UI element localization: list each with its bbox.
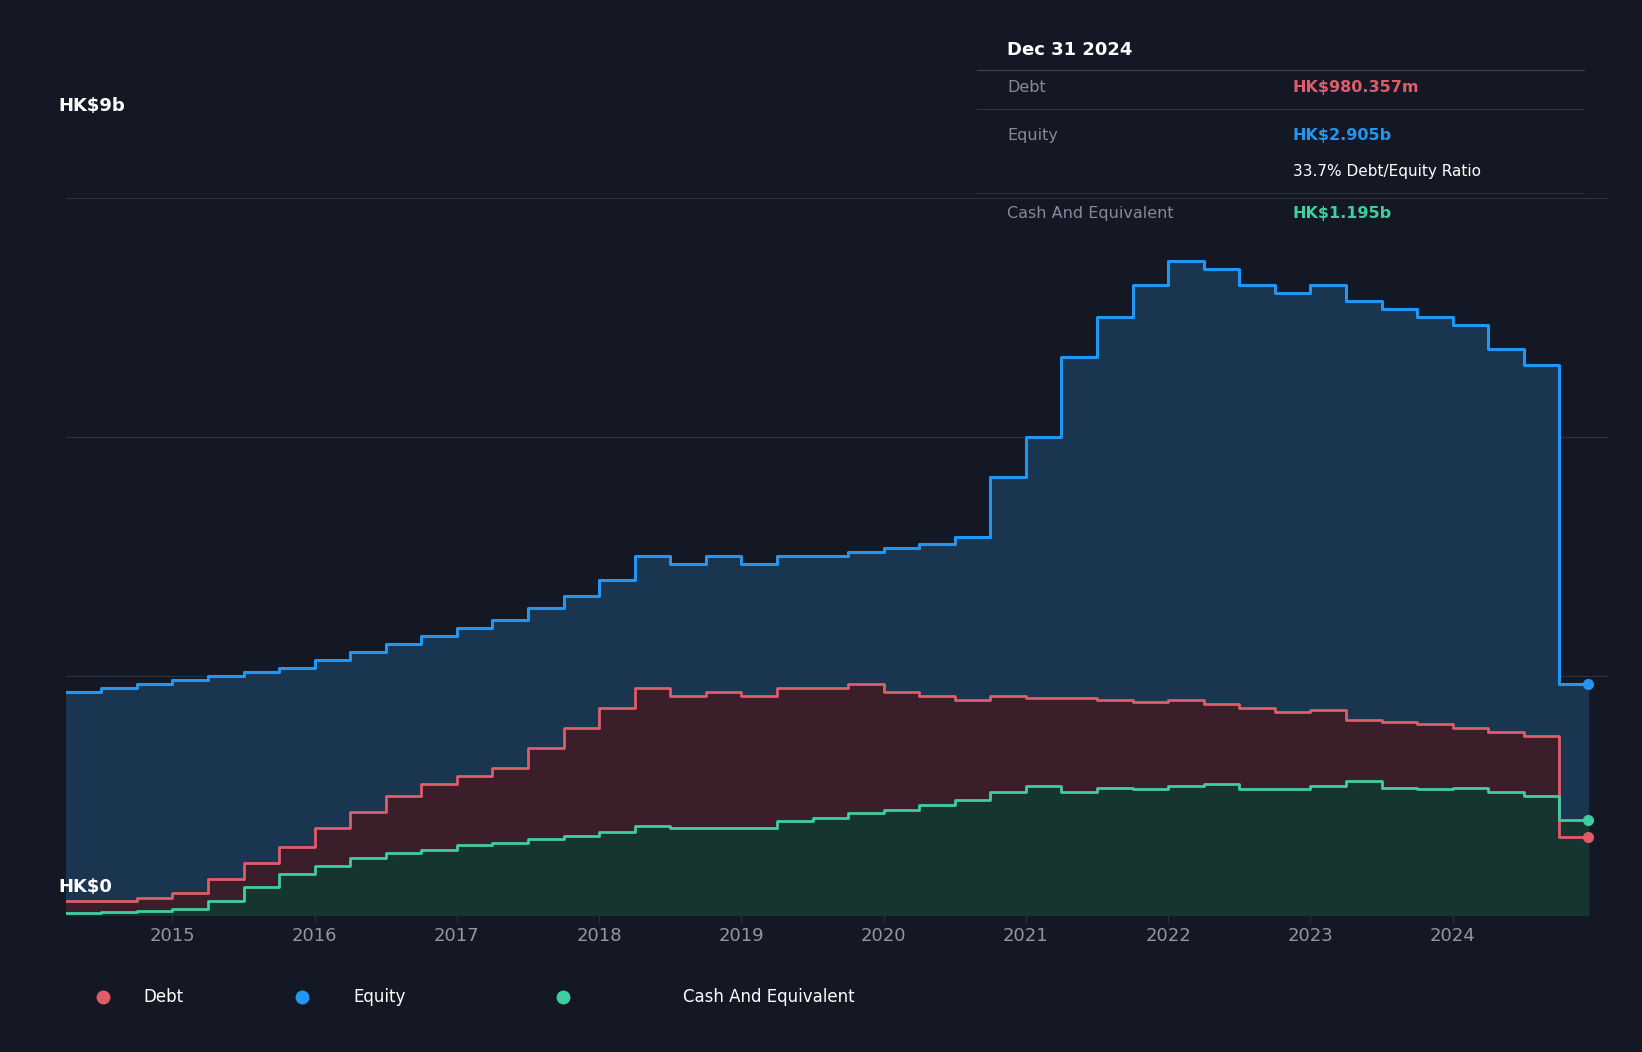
Text: 33.7% Debt/Equity Ratio: 33.7% Debt/Equity Ratio <box>1292 164 1481 179</box>
Text: Debt: Debt <box>144 988 184 1006</box>
Text: HK$1.195b: HK$1.195b <box>1292 206 1392 221</box>
Text: HK$0: HK$0 <box>57 878 112 896</box>
Text: Cash And Equivalent: Cash And Equivalent <box>1008 206 1174 221</box>
Text: Debt: Debt <box>1008 80 1046 95</box>
Text: Equity: Equity <box>353 988 406 1006</box>
Text: HK$9b: HK$9b <box>57 97 125 116</box>
Text: HK$980.357m: HK$980.357m <box>1292 80 1419 95</box>
Text: HK$2.905b: HK$2.905b <box>1292 128 1392 143</box>
Text: Equity: Equity <box>1008 128 1057 143</box>
Text: Cash And Equivalent: Cash And Equivalent <box>683 988 855 1006</box>
Text: Dec 31 2024: Dec 31 2024 <box>1008 41 1133 59</box>
